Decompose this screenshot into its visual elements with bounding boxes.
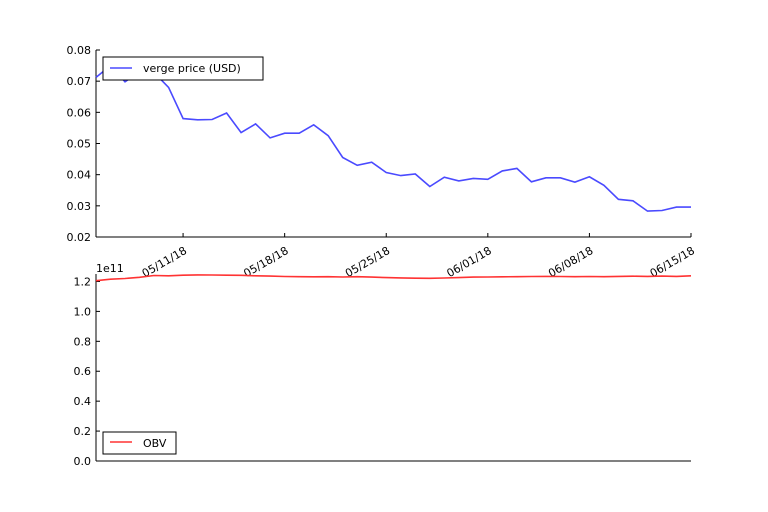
price-y-tick-label: 0.02: [67, 231, 92, 244]
obv-y-tick-label: 0.0: [74, 455, 92, 468]
obv-y-ticks: 0.0 0.2 0.4 0.6 0.8 1.0 1.2: [74, 275, 100, 468]
obv-y-offset-label: 1e11: [96, 262, 124, 275]
obv-legend-label: OBV: [143, 437, 167, 450]
price-legend-box: [102, 56, 264, 81]
price-chart: 0.020.030.040.050.060.070.08 05/11/18 05/…: [67, 44, 698, 280]
obv-y-tick-label: 0.6: [74, 365, 92, 378]
obv-y-tick-label: 0.2: [74, 425, 92, 438]
price-y-tick-label: 0.04: [67, 169, 92, 182]
obv-y-tick-label: 0.8: [74, 335, 92, 348]
price-x-tick-label: 05/18/18: [241, 244, 290, 280]
obv-y-tick-label: 1.2: [74, 275, 92, 288]
obv-y-tick-label: 0.4: [74, 395, 92, 408]
price-y-ticks: 0.02 0.03 0.04 0.05 0.06 0.07 0.08: [67, 44, 100, 244]
price-line: [95, 64, 691, 212]
price-y-tick-label: 0.06: [67, 106, 92, 119]
obv-chart: 1e11 0.0 0.2 0.4 0.6 0.8 1.0 1.2 OBV: [74, 262, 692, 468]
obv-line: [95, 274, 692, 282]
price-y-tick-label: 0.05: [67, 138, 92, 151]
obv-legend: OBV: [102, 431, 177, 455]
price-legend: verge price (USD): [102, 56, 264, 81]
price-x-tick-label: 05/25/18: [343, 244, 392, 280]
price-x-tick-label: 06/15/18: [648, 244, 697, 280]
price-x-ticks: 05/11/18 05/18/18 05/25/18 06/01/18 06/08/18…: [140, 233, 697, 280]
obv-plot-area: [95, 274, 691, 462]
obv-legend-box: [102, 431, 177, 455]
price-x-tick-label: 06/01/18: [445, 244, 494, 280]
price-x-tick-label: 06/08/18: [546, 244, 595, 280]
price-y-tick-label: 0.08: [67, 44, 92, 57]
price-legend-label: verge price (USD): [143, 62, 241, 75]
obv-y-tick-label: 1.0: [74, 305, 92, 318]
price-y-tick-label: 0.07: [67, 75, 92, 88]
price-y-tick-label: 0.03: [67, 200, 92, 213]
